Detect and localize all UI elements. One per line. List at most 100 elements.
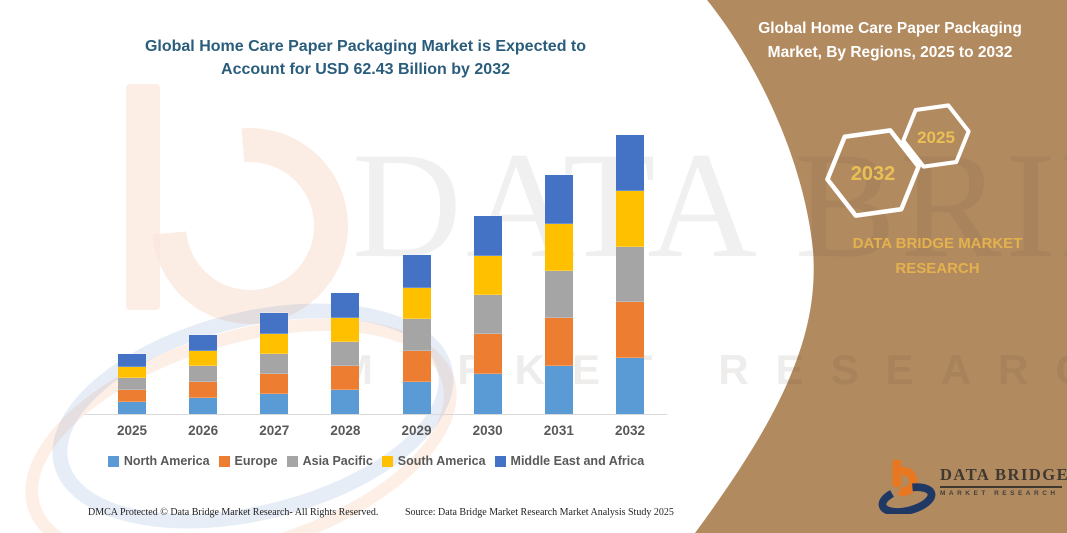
legend-swatch	[107, 455, 119, 467]
bar-segment	[331, 365, 360, 390]
bar-column-2027	[260, 313, 289, 414]
bar-segment	[615, 358, 644, 414]
bar-segment	[331, 318, 360, 343]
bar-segment	[615, 301, 644, 359]
bar-segment	[118, 389, 146, 402]
bar-column-2028	[331, 293, 360, 414]
legend-label: Middle East and Africa	[510, 454, 645, 468]
bar-segment	[544, 174, 573, 224]
side-panel-title-line1: Global Home Care Paper Packaging	[758, 20, 1022, 37]
year-hexagons: 2032 2025	[825, 103, 971, 218]
bar-segment	[402, 288, 431, 320]
plot-area	[85, 0, 667, 414]
bar-segment	[544, 223, 573, 272]
bar-segment	[544, 318, 573, 367]
bar-segment	[473, 295, 502, 335]
bar-column-2031	[544, 174, 573, 414]
x-tick-label: 2026	[188, 423, 219, 438]
bar-segment	[189, 397, 218, 414]
bar-column-2026	[189, 334, 218, 414]
bar-segment	[402, 350, 431, 383]
bar-column-2029	[402, 255, 431, 414]
hexagon-2032-label: 2032	[851, 163, 896, 185]
bar-segment	[118, 354, 146, 367]
footer-dmca-text: DMCA Protected © Data Bridge Market Rese…	[88, 507, 379, 518]
bar-column-2025	[118, 354, 146, 414]
bar-segment	[260, 313, 289, 335]
side-panel-brand-line2: RESEARCH	[895, 260, 980, 277]
bar-segment	[260, 393, 289, 414]
bar-segment	[402, 382, 431, 414]
bar-segment	[473, 255, 502, 296]
legend-swatch	[494, 455, 506, 467]
x-tick-label: 2030	[472, 423, 503, 438]
x-tick-label: 2027	[259, 423, 290, 438]
chart-legend: North America Europe Asia Pacific South Ame…	[80, 454, 672, 468]
logo-divider-line	[940, 486, 1062, 488]
chart-title: Global Home Care Paper Packaging Market …	[83, 35, 648, 81]
bar-segment	[544, 271, 573, 319]
x-tick-label: 2031	[543, 423, 574, 438]
bar-segment	[615, 191, 644, 247]
side-panel-title: Global Home Care Paper Packaging Market,…	[730, 17, 1050, 65]
x-tick-label: 2025	[116, 423, 148, 438]
bar-segment	[331, 389, 360, 414]
side-panel-shape	[695, 0, 1067, 533]
bar-column-2030	[473, 215, 502, 414]
bar-segment	[189, 334, 218, 351]
bar-segment	[473, 334, 502, 375]
logo-name-text: DATA BRIDGE	[940, 465, 1067, 484]
logo-tagline-text: MARKET RESEARCH	[940, 489, 1059, 497]
legend-swatch	[381, 455, 393, 467]
hexagon-2032	[825, 128, 921, 218]
legend-swatch	[286, 455, 298, 467]
bar-segment	[473, 374, 502, 414]
legend-label: North America	[123, 454, 210, 468]
bar-segment	[331, 293, 360, 319]
databridge-logo: DATA BRIDGE MARKET RESEARCH	[878, 458, 1067, 514]
hexagon-2025-label: 2025	[917, 128, 955, 147]
legend-item: North America	[107, 454, 210, 468]
side-panel-brand-text: DATA BRIDGE MARKET RESEARCH	[830, 231, 1045, 281]
legend-item: Europe	[218, 454, 278, 468]
bar-segment	[189, 366, 218, 382]
chart-title-line2: Account for USD 62.43 Billion by 2032	[221, 61, 510, 78]
footer-source-text: Source: Data Bridge Market Research Mark…	[405, 507, 674, 518]
x-tick-label: 2032	[614, 423, 645, 438]
legend-label: Europe	[234, 454, 278, 468]
legend-label: Asia Pacific	[302, 454, 373, 468]
x-axis-labels: 2025 2026 2027 2028 2029 2030 2031 2032	[85, 423, 667, 441]
bar-column-2032	[615, 135, 644, 414]
side-panel-title-line2: Market, By Regions, 2025 to 2032	[767, 44, 1013, 61]
chart-title-line1: Global Home Care Paper Packaging Market …	[144, 38, 587, 55]
bar-segment	[189, 350, 218, 367]
databridge-logo-icon	[878, 459, 936, 514]
bar-segment	[331, 342, 360, 366]
bar-segment	[189, 381, 218, 398]
bar-segment	[473, 215, 502, 256]
bar-segment	[615, 135, 644, 192]
bar-segment	[544, 366, 573, 414]
logo-swoosh	[878, 483, 936, 514]
bar-segment	[118, 401, 146, 414]
x-axis-line	[85, 414, 667, 415]
hexagon-2025	[901, 103, 971, 169]
side-panel-brand-line1: DATA BRIDGE MARKET	[852, 235, 1023, 252]
bar-segment	[260, 373, 289, 394]
x-tick-label: 2029	[401, 423, 432, 438]
bar-segment	[118, 378, 146, 390]
bar-segment	[615, 246, 644, 302]
legend-item: South America	[381, 454, 486, 468]
bar-segment	[402, 319, 431, 351]
x-tick-label: 2028	[330, 423, 361, 438]
logo-b-bowl	[897, 466, 918, 496]
bar-segment	[260, 334, 289, 355]
legend-item: Middle East and Africa	[494, 454, 645, 468]
legend-item: Asia Pacific	[286, 454, 373, 468]
legend-label: South America	[397, 454, 486, 468]
bar-segment	[118, 366, 146, 379]
legend-swatch	[218, 455, 230, 467]
logo-b-bar	[892, 459, 902, 487]
